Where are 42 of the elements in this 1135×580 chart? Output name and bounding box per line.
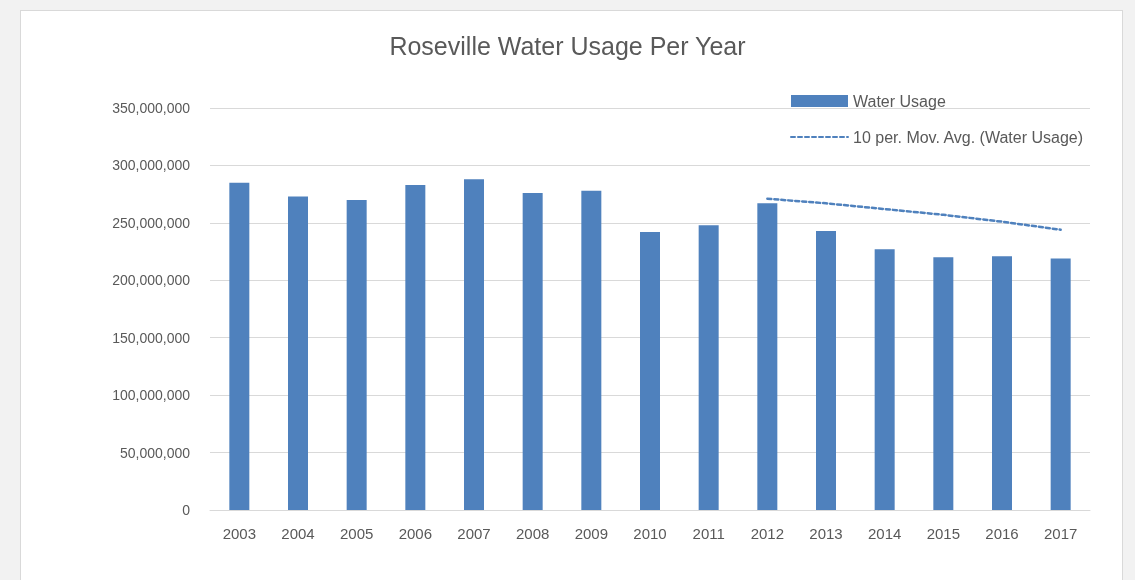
y-tick-label: 350,000,000 xyxy=(112,100,191,116)
bar xyxy=(816,230,836,510)
x-tick-label: 2005 xyxy=(339,525,374,542)
bar xyxy=(757,203,778,510)
bar xyxy=(581,190,602,510)
bar xyxy=(405,184,426,510)
x-tick-label: 2010 xyxy=(633,525,667,542)
x-tick-label: 2003 xyxy=(222,525,257,542)
bar xyxy=(933,257,954,510)
y-tick-label: 300,000,000 xyxy=(112,157,191,174)
bar xyxy=(992,256,1012,510)
bar xyxy=(229,182,250,510)
y-tick-label: 100,000,000 xyxy=(112,387,191,404)
y-tick-label: 50,000,000 xyxy=(119,444,191,461)
x-tick-label: 2008 xyxy=(515,525,550,542)
bar xyxy=(288,196,308,510)
chart-title: Roseville Water Usage Per Year xyxy=(389,31,746,60)
x-tick-label: 2007 xyxy=(457,525,491,542)
bar xyxy=(874,249,895,510)
legend-label: 10 per. Mov. Avg. (Water Usage) xyxy=(853,128,1084,146)
x-tick-label: 2006 xyxy=(398,525,433,542)
bar xyxy=(1050,258,1071,510)
x-tick-label: 2004 xyxy=(281,525,315,542)
bar xyxy=(522,192,543,510)
y-tick-label: 250,000,000 xyxy=(112,214,191,231)
y-tick-label: 150,000,000 xyxy=(112,329,191,346)
x-tick-label: 2009 xyxy=(574,525,609,542)
y-tick-label: 200,000,000 xyxy=(112,272,191,289)
bar xyxy=(698,225,719,510)
x-tick-label: 2014 xyxy=(867,525,902,542)
bar xyxy=(464,179,484,510)
x-tick-label: 2015 xyxy=(926,525,961,542)
line-series xyxy=(766,197,1062,231)
y-tick-label: 0 xyxy=(182,502,191,518)
x-tick-label: 2012 xyxy=(750,525,785,542)
bar xyxy=(640,232,660,510)
x-tick-label: 2017 xyxy=(1043,525,1078,542)
bar xyxy=(346,199,367,510)
x-tick-label: 2013 xyxy=(809,525,843,542)
x-tick-label: 2011 xyxy=(692,525,725,542)
legend-label: Water Usage xyxy=(853,92,946,110)
x-tick-label: 2016 xyxy=(985,525,1019,542)
